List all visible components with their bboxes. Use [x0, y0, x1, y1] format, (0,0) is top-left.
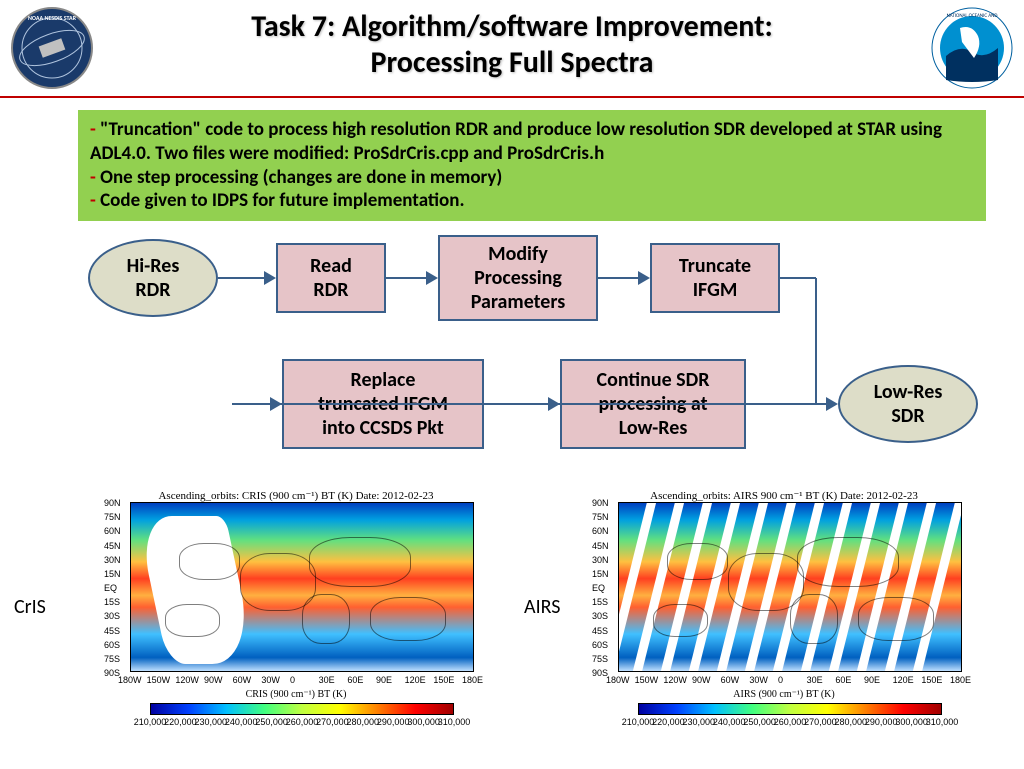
slide-title: Task 7: Algorithm/software Improvement: … [0, 0, 1024, 81]
flowchart: Hi-ResRDR ReadRDR ModifyProcessingParamete… [0, 229, 1024, 489]
flow-node-n3: ModifyProcessingParameters [438, 235, 598, 321]
summary-bullet: - Code given to IDPS for future implemen… [90, 189, 974, 213]
summary-bullet: - "Truncation" code to process high reso… [90, 118, 974, 166]
colorbar-title: CRIS (900 cm⁻¹) BT (K) [96, 689, 496, 700]
flow-node-n4: TruncateIFGM [650, 243, 780, 313]
colorbar [638, 703, 942, 715]
summary-box: - "Truncation" code to process high reso… [78, 110, 986, 221]
map-title: Ascending_orbits: AIRS 900 cm⁻¹ BT (K) D… [584, 489, 984, 502]
map-canvas [618, 502, 962, 672]
map-side-label: CrIS [14, 595, 46, 619]
title-line-2: Processing Full Spectra [371, 44, 654, 81]
logo-nesdis-star: NOAA NESDIS STAR [10, 6, 94, 95]
summary-bullet: - One step processing (changes are done … [90, 166, 974, 190]
logo-noaa: NATIONAL OCEANIC AND [930, 6, 1014, 95]
map-right: Ascending_orbits: AIRS 900 cm⁻¹ BT (K) D… [584, 489, 984, 672]
flow-node-n7: Low-ResSDR [838, 365, 978, 443]
svg-text:NOAA NESDIS STAR: NOAA NESDIS STAR [28, 14, 77, 22]
colorbar-title: AIRS (900 cm⁻¹) BT (K) [584, 689, 984, 700]
map-title: Ascending_orbits: CRIS (900 cm⁻¹) BT (K)… [96, 489, 496, 502]
svg-text:NATIONAL OCEANIC AND: NATIONAL OCEANIC AND [947, 13, 998, 19]
map-canvas [130, 502, 474, 672]
flow-node-n2: ReadRDR [276, 243, 386, 313]
slide-header: NOAA NESDIS STAR NATIONAL OCEANIC AND Ta… [0, 0, 1024, 98]
colorbar [150, 703, 454, 715]
title-line-1: Task 7: Algorithm/software Improvement: [251, 8, 773, 45]
flow-node-n1: Hi-ResRDR [88, 239, 218, 317]
map-side-label: AIRS [524, 595, 560, 619]
map-left: Ascending_orbits: CRIS (900 cm⁻¹) BT (K)… [96, 489, 496, 672]
maps-row: Ascending_orbits: CRIS (900 cm⁻¹) BT (K)… [0, 489, 1024, 769]
